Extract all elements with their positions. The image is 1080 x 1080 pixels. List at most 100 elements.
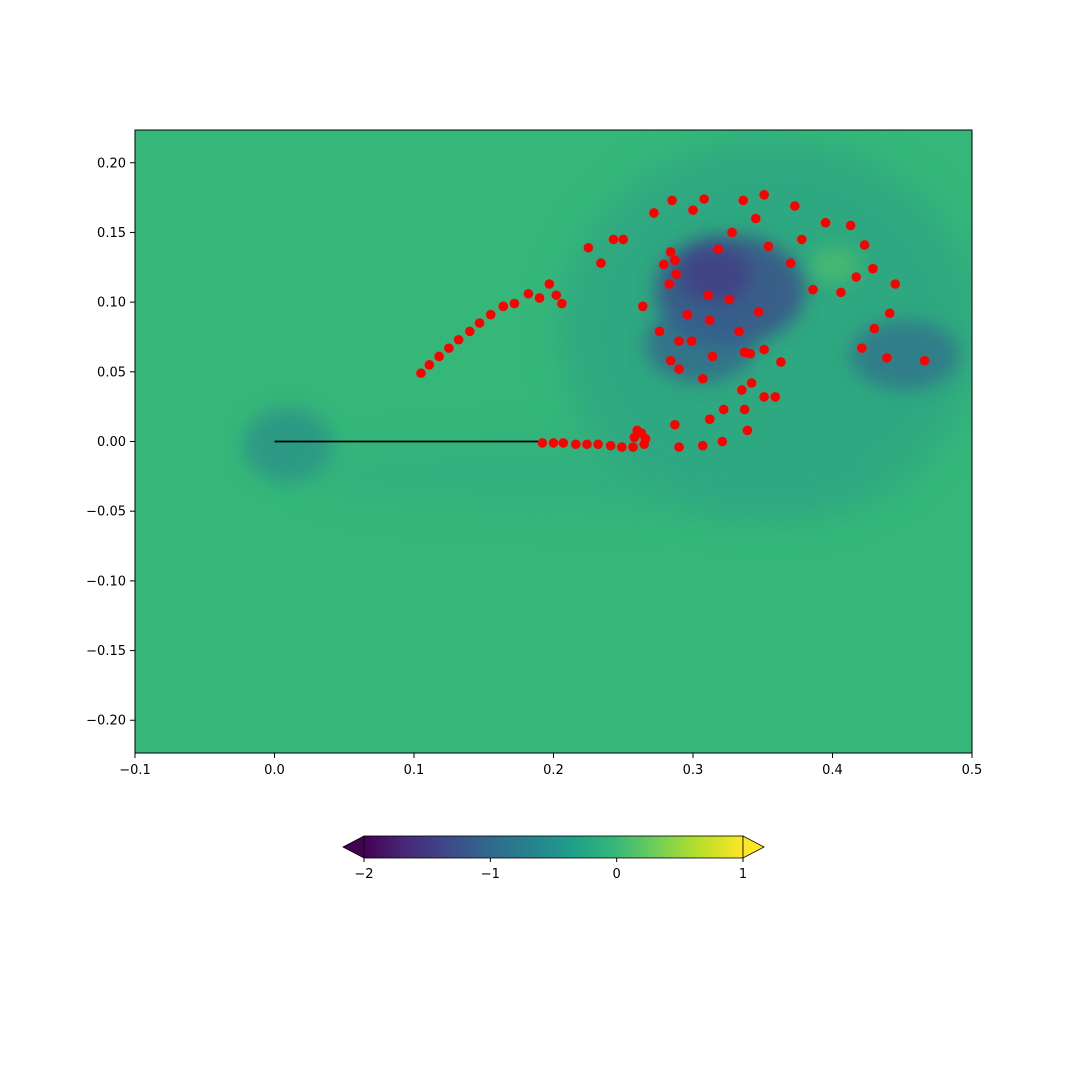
data-point-79 <box>674 442 684 452</box>
data-point-78 <box>697 440 708 451</box>
vortex-highlight <box>810 247 860 283</box>
data-point-24 <box>759 190 769 200</box>
data-point-77 <box>639 439 649 450</box>
data-point-59 <box>665 355 676 366</box>
colorbar-tick-label: 0 <box>613 867 621 882</box>
data-point-35 <box>797 234 807 245</box>
data-point-22 <box>699 194 709 204</box>
data-point-52 <box>734 326 744 337</box>
data-point-16 <box>596 258 606 268</box>
data-point-42 <box>658 259 669 270</box>
vortex-core-lower <box>645 307 755 383</box>
data-point-87 <box>548 438 559 448</box>
data-point-65 <box>759 392 769 402</box>
y-axis: 0.20 0.15 0.10 0.05 0.00 −0.05 −0.10 −0.15 −0.20 <box>86 156 135 729</box>
colorbar-tick-label: 1 <box>739 867 747 882</box>
data-point-38 <box>727 227 737 238</box>
points-layer <box>416 190 930 452</box>
data-point-83 <box>593 439 603 450</box>
data-point-36 <box>763 241 774 252</box>
data-point-0 <box>416 368 426 379</box>
data-point-46 <box>724 294 735 305</box>
data-point-34 <box>785 258 796 268</box>
data-point-28 <box>859 240 870 250</box>
data-point-45 <box>703 290 714 300</box>
colorbar-tick-label: −1 <box>481 867 500 882</box>
data-point-81 <box>617 442 627 452</box>
colorbar-gradient <box>363 835 744 859</box>
data-point-10 <box>523 288 534 299</box>
data-point-67 <box>718 404 729 415</box>
data-point-17 <box>608 234 619 245</box>
x-tick-label: 0.3 <box>683 763 704 778</box>
data-point-26 <box>820 217 831 228</box>
y-tick-label: −0.05 <box>86 505 126 520</box>
data-point-68 <box>739 404 750 415</box>
x-tick-label: 0.1 <box>404 763 425 778</box>
data-point-40 <box>665 247 676 257</box>
data-point-92 <box>882 353 892 363</box>
data-point-69 <box>704 414 715 425</box>
data-point-14 <box>557 298 567 309</box>
y-tick-label: 0.15 <box>97 226 126 241</box>
data-point-30 <box>890 279 901 289</box>
data-point-56 <box>745 348 755 359</box>
data-point-6 <box>474 318 485 328</box>
data-point-15 <box>583 242 594 253</box>
data-point-31 <box>851 272 862 282</box>
colorbar-ticks: −2 −1 0 1 <box>354 858 747 882</box>
data-point-85 <box>571 439 581 450</box>
data-point-18 <box>618 234 629 245</box>
data-point-48 <box>682 309 693 320</box>
data-point-4 <box>453 334 464 345</box>
data-point-29 <box>868 263 878 274</box>
data-point-53 <box>674 336 684 346</box>
data-point-82 <box>605 440 616 451</box>
data-point-11 <box>534 293 545 303</box>
data-point-74 <box>629 432 640 443</box>
wake-band <box>300 440 900 510</box>
data-point-86 <box>558 438 569 448</box>
data-point-5 <box>465 326 475 337</box>
data-point-8 <box>498 301 509 312</box>
data-point-84 <box>582 439 592 450</box>
colorbar-extend-max <box>742 835 765 859</box>
data-point-39 <box>713 244 723 254</box>
x-tick-label: 0.4 <box>822 763 843 778</box>
data-point-47 <box>637 301 648 312</box>
x-tick-label: 0.2 <box>543 763 564 778</box>
data-point-60 <box>776 357 786 367</box>
data-point-9 <box>509 298 520 309</box>
data-point-64 <box>737 385 747 395</box>
data-point-70 <box>670 419 680 430</box>
data-point-1 <box>424 360 435 370</box>
data-point-37 <box>750 213 761 224</box>
data-point-3 <box>444 343 454 353</box>
data-point-62 <box>697 373 708 384</box>
data-point-41 <box>670 255 680 266</box>
starting-vortex <box>243 407 333 483</box>
data-point-50 <box>704 315 715 326</box>
y-tick-label: −0.10 <box>86 574 126 589</box>
data-point-44 <box>664 279 675 289</box>
plot-area <box>134 129 973 754</box>
y-tick-label: 0.05 <box>97 365 126 380</box>
data-point-61 <box>674 364 684 374</box>
data-point-71 <box>742 425 753 436</box>
data-point-90 <box>869 323 880 334</box>
data-point-66 <box>770 392 781 402</box>
data-point-2 <box>434 351 444 362</box>
data-point-12 <box>544 279 555 289</box>
data-point-93 <box>919 355 930 366</box>
data-point-27 <box>845 220 856 231</box>
data-point-63 <box>746 378 757 388</box>
data-point-49 <box>753 307 764 317</box>
x-tick-label: −0.1 <box>119 763 151 778</box>
y-tick-label: −0.20 <box>86 714 126 729</box>
data-point-57 <box>759 344 769 355</box>
data-point-25 <box>790 201 800 211</box>
y-tick-label: −0.15 <box>86 644 126 659</box>
x-tick-label: 0.5 <box>962 763 983 778</box>
data-point-33 <box>808 284 818 295</box>
